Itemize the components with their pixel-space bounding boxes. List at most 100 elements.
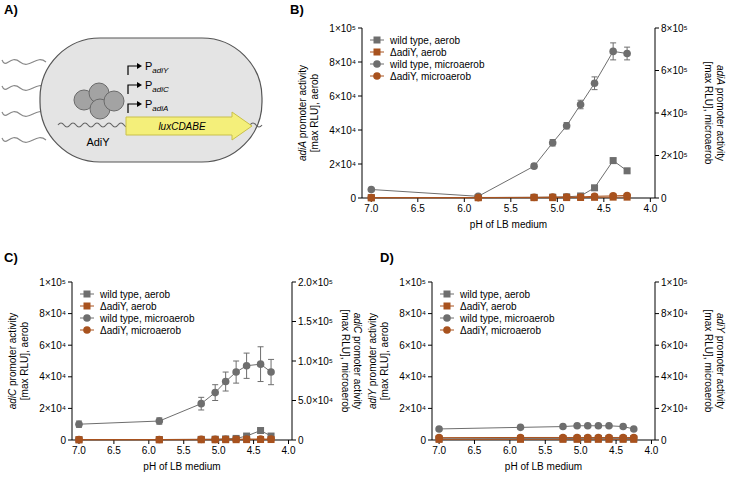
- data-point: [222, 436, 229, 443]
- promoter-label: PadiC: [145, 79, 169, 94]
- y2-tick-label: 6×10⁵: [661, 65, 688, 76]
- data-point: [619, 434, 627, 442]
- axis-title: adiC promoter activity[max RLU], microae…: [340, 310, 363, 413]
- data-point: [368, 194, 375, 201]
- y-tick: [428, 440, 432, 441]
- y-tick: [68, 282, 72, 283]
- y-axis: [72, 282, 73, 440]
- y-tick: [358, 62, 362, 63]
- legend: wild type, aerobΔadiY, aerobwild type, m…: [440, 289, 555, 336]
- error-bar: [610, 43, 616, 60]
- x-tick: [288, 440, 289, 444]
- y-tick-label: 8×10⁴: [39, 308, 66, 319]
- data-point: [156, 436, 164, 444]
- y2-tick: [655, 345, 659, 346]
- x-tick: [545, 440, 546, 444]
- plot-area: [368, 43, 631, 202]
- series-line: [439, 438, 634, 439]
- flagellum: [2, 138, 46, 143]
- plot-area: [75, 347, 275, 444]
- legend-marker: [84, 303, 91, 310]
- x-tick: [603, 198, 604, 202]
- data-point: [211, 436, 219, 444]
- data-point: [233, 436, 240, 443]
- data-point: [559, 423, 567, 431]
- y-tick: [358, 164, 362, 165]
- error-bar: [233, 361, 239, 383]
- x-tick: [148, 440, 149, 444]
- x-tick-label: 4.0: [643, 203, 657, 214]
- y-tick-label: 0: [60, 435, 66, 446]
- data-point: [577, 101, 585, 109]
- promoter-label: PadiY: [145, 60, 169, 75]
- y-tick: [358, 96, 362, 97]
- x-tick-label: 5.5: [177, 445, 191, 456]
- data-point: [531, 194, 538, 201]
- y-tick: [428, 313, 432, 314]
- protein-label: AdiY: [86, 136, 110, 148]
- x-axis-title: pH of LB medium: [505, 461, 582, 472]
- legend-label: wild type, microaerob: [389, 59, 485, 70]
- data-point: [577, 193, 585, 201]
- y-tick-label: 4×10⁴: [39, 371, 66, 382]
- data-point: [595, 422, 603, 430]
- y-tick-label: 8×10⁴: [329, 57, 356, 68]
- data-point: [212, 436, 219, 443]
- x-tick-label: 6.5: [411, 203, 425, 214]
- data-point: [435, 425, 443, 433]
- data-point: [257, 435, 265, 443]
- series-line: [439, 426, 634, 429]
- series-line: [79, 431, 271, 440]
- protein-subunit: [104, 91, 124, 111]
- legend-label: ΔadiY, aerob: [100, 301, 157, 312]
- promoter-arrow: [128, 66, 138, 75]
- data-point: [222, 435, 230, 443]
- y2-tick: [292, 321, 296, 322]
- data-point: [198, 436, 205, 443]
- y2-tick: [292, 440, 296, 441]
- x-tick: [616, 440, 617, 444]
- legend-marker: [374, 37, 381, 44]
- legend-label: ΔadiY, aerob: [460, 301, 517, 312]
- data-point: [584, 434, 592, 442]
- data-point: [531, 194, 538, 201]
- x-tick: [183, 440, 184, 444]
- reporter-gene: [126, 112, 252, 140]
- y2-tick-label: 2×10⁴: [661, 403, 688, 414]
- y2-axis: [655, 282, 656, 440]
- reporter-label: luxCDABE: [158, 121, 206, 132]
- y2-tick-label: 0: [661, 193, 667, 204]
- x-tick-label: 4.5: [609, 445, 623, 456]
- data-point: [197, 400, 205, 408]
- x-tick-label: 5.5: [504, 203, 518, 214]
- x-tick-label: 6.0: [457, 203, 471, 214]
- error-bar: [592, 77, 598, 90]
- error-bar: [564, 123, 570, 129]
- flagellum: [2, 60, 46, 65]
- data-point: [267, 368, 275, 376]
- data-point: [630, 425, 638, 433]
- y2-tick: [655, 408, 659, 409]
- plot-area: [435, 422, 637, 443]
- y-tick-label: 2×10⁴: [39, 403, 66, 414]
- data-point: [591, 193, 599, 201]
- x-tick-label: 6.0: [503, 445, 517, 456]
- legend-label: wild type, aerob: [459, 289, 530, 300]
- y2-tick: [655, 376, 659, 377]
- data-point: [630, 434, 638, 442]
- y-tick-label: 1×10⁵: [39, 277, 66, 288]
- y-tick-label: 1×10⁵: [329, 23, 356, 34]
- data-point: [368, 194, 375, 201]
- error-bar: [244, 353, 250, 378]
- y2-tick-label: 1×10⁵: [661, 277, 688, 288]
- data-point: [559, 434, 567, 442]
- chart: B)7.06.56.05.55.04.54.002×10⁴4×10⁴6×10⁴8…: [290, 2, 726, 230]
- y-tick-label: 1×10⁵: [399, 277, 426, 288]
- data-point: [211, 389, 219, 397]
- data-point: [530, 162, 538, 170]
- y2-tick: [655, 313, 659, 314]
- error-bar: [550, 140, 556, 146]
- data-point: [549, 139, 557, 147]
- error-bar: [198, 397, 204, 410]
- data-point: [197, 436, 205, 444]
